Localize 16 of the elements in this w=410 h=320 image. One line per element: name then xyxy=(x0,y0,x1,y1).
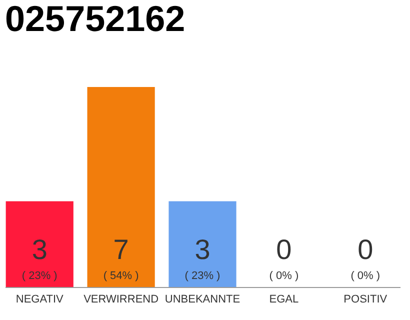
data-label: 3 xyxy=(194,234,210,265)
data-label: 0 xyxy=(276,234,292,265)
annotation: ( 0% ) xyxy=(350,270,380,282)
annotation: ( 23% ) xyxy=(22,270,58,282)
chart-title: 025752162 xyxy=(5,0,186,39)
x-tick-label: NEGATIV xyxy=(16,294,64,306)
x-tick-label: UNBEKANNTE xyxy=(164,294,240,306)
data-label: 3 xyxy=(32,234,48,265)
x-tick-label: POSITIV xyxy=(344,294,388,306)
annotation: ( 54% ) xyxy=(103,270,139,282)
annotation: ( 0% ) xyxy=(269,270,299,282)
annotation: ( 23% ) xyxy=(184,270,220,282)
data-label: 7 xyxy=(113,234,129,265)
x-tick-label: VERWIRREND xyxy=(84,294,159,306)
x-tick-label: EGAL xyxy=(269,294,299,306)
data-label: 0 xyxy=(358,234,374,265)
